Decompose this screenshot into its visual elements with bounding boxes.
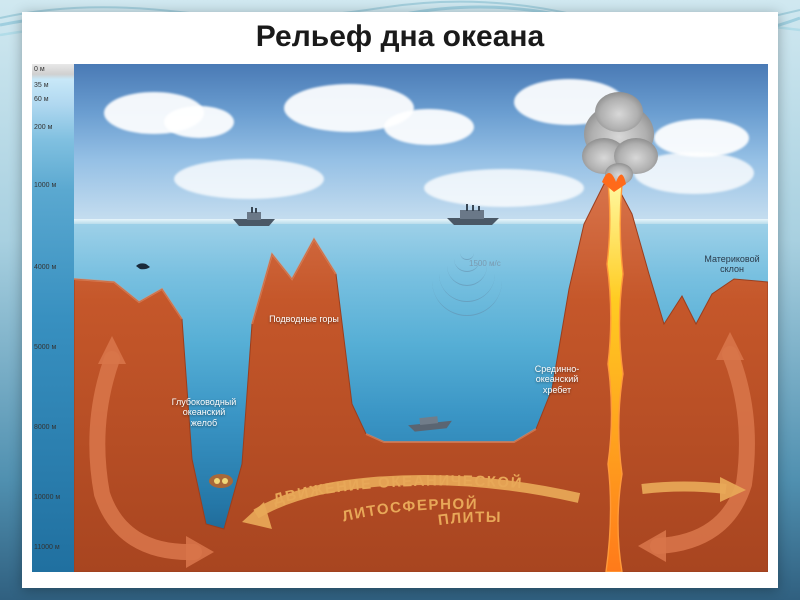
volcano-smoke-icon — [582, 92, 658, 185]
depth-tick: 8000 м — [34, 424, 56, 431]
depth-tick: 4000 м — [34, 264, 56, 271]
ship-icon — [229, 207, 279, 227]
slide-card: Рельеф дна океана 0 м 35 м 60 м 200 м 10… — [22, 12, 778, 588]
diagram-container: 0 м 35 м 60 м 200 м 1000 м 4000 м 5000 м… — [32, 64, 768, 572]
diver-icon — [134, 259, 152, 273]
depth-tick: 10000 м — [34, 494, 60, 501]
label-seamounts: Подводные горы — [264, 314, 344, 324]
depth-tick: 200 м — [34, 124, 52, 131]
cross-section: ДВИЖЕНИЕ ОКЕАНИЧЕСКОЙ ЛИТОСФЕРНОЙ ПЛИТЫ — [74, 64, 768, 572]
plate-arrow-right — [642, 487, 726, 490]
sonar-speed-label: 1500 м/с — [469, 259, 501, 268]
depth-tick: 60 м — [34, 96, 49, 103]
depth-tick: 0 м — [34, 66, 45, 73]
label-ridge: Срединно-океанскийхребет — [517, 364, 597, 395]
sunken-ship-icon — [404, 414, 456, 432]
label-slope: Материковойсклон — [696, 254, 768, 275]
depth-tick: 35 м — [34, 82, 49, 89]
outer-background: Рельеф дна океана 0 м 35 м 60 м 200 м 10… — [0, 0, 800, 600]
ocean-floor-terrain: ДВИЖЕНИЕ ОКЕАНИЧЕСКОЙ ЛИТОСФЕРНОЙ ПЛИТЫ — [74, 64, 768, 572]
ship-sonar-icon — [444, 204, 502, 226]
depth-scale: 0 м 35 м 60 м 200 м 1000 м 4000 м 5000 м… — [32, 64, 74, 572]
depth-tick: 5000 м — [34, 344, 56, 351]
sonar-waves — [432, 246, 502, 316]
bathyscaphe-icon — [208, 472, 234, 490]
label-trench: Глубоководныйокеанскийжелоб — [164, 397, 244, 428]
slide-title: Рельеф дна океана — [22, 12, 778, 58]
depth-tick: 11000 м — [34, 544, 60, 551]
depth-tick: 1000 м — [34, 182, 56, 189]
